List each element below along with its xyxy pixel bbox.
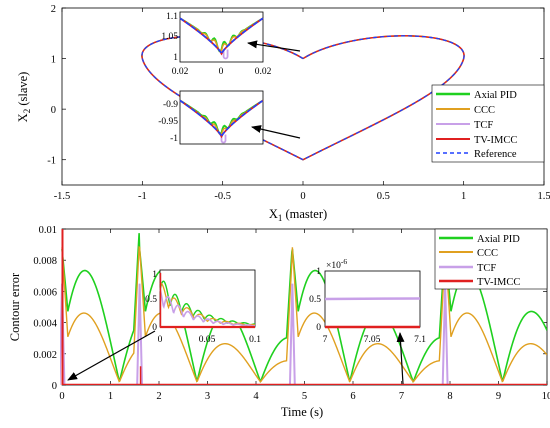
inset-xtick-label: 0 — [158, 335, 163, 345]
x-tick-label: 1 — [461, 191, 466, 202]
x-tick-label: 1 — [108, 391, 113, 402]
x-tick-label: 4 — [253, 391, 259, 402]
inset-xtick-label: 0 — [219, 67, 224, 77]
x-tick-label: 2 — [156, 391, 161, 402]
series-tcf — [288, 283, 296, 385]
inset-frame — [159, 269, 256, 328]
inset-ytick-label: 0.5 — [145, 295, 157, 305]
inset-curves — [179, 99, 264, 144]
series-tcf — [324, 297, 421, 301]
zoom-arrow — [247, 40, 301, 52]
legend-label: TV-IMCC — [477, 277, 520, 288]
inset-ytick-label: 1 — [173, 53, 178, 63]
x-tick-label: -1.5 — [54, 191, 71, 202]
top-panel: -1.5 -1 -0.5 0 0.5 1 1.5 -1 0 1 2 X1 (master) X2 (… — [16, 4, 550, 223]
y-tick-label: 0.004 — [33, 319, 57, 330]
inset-curves — [179, 17, 264, 60]
top-ylabel: X2 (slave) — [16, 72, 32, 123]
inset-ytick-label: 1.1 — [166, 12, 178, 22]
inset-ytick-label: 1 — [152, 270, 157, 280]
series-ccc — [159, 282, 256, 326]
legend-label: Axial PID — [474, 90, 517, 101]
x-tick-label: 10 — [542, 391, 550, 402]
series-reference — [179, 99, 264, 139]
inset-xtick-label: 7 — [323, 335, 328, 345]
x-tick-label: -1 — [138, 191, 147, 202]
inset-ytick-label: 1.05 — [161, 32, 178, 42]
series-tcf — [136, 283, 144, 385]
y-tick-label: 0 — [52, 381, 57, 392]
top-inset-lower: -0.9 -0.95 -1 — [158, 90, 264, 145]
y-tick-label: 0.006 — [33, 287, 57, 298]
top-legend: Axial PID CCC TCF TV-IMCC Reference — [431, 84, 545, 163]
y-tick-label: 0.002 — [33, 350, 57, 361]
zoom-arrow — [251, 125, 301, 139]
y-tick-label: 1 — [51, 55, 56, 66]
series-tcf — [159, 288, 256, 327]
inset-xtick-label: 0.02 — [255, 67, 272, 77]
series-tcf — [441, 283, 449, 385]
bottom-inset-left: 1 0.5 0 0 0.05 0.1 — [145, 269, 261, 345]
zoom-arrow — [67, 330, 156, 381]
inset-curves — [159, 272, 256, 329]
y-tick-label: 0 — [51, 105, 56, 116]
legend-label: Axial PID — [477, 234, 520, 245]
inset-ytick-label: 1 — [316, 267, 321, 277]
series-tcf — [222, 49, 229, 60]
legend-label: Reference — [474, 149, 517, 160]
inset-ytick-label: 0 — [152, 323, 157, 333]
inset-curves — [324, 297, 421, 329]
inset-ytick-label: -0.95 — [158, 117, 178, 127]
x-tick-label: -0.5 — [214, 191, 231, 202]
x-tick-label: 5 — [302, 391, 307, 402]
series-tcf — [220, 134, 227, 144]
top-ticks: -1.5 -1 -0.5 0 0.5 1 1.5 -1 0 1 2 — [47, 4, 550, 202]
inset-scale-label: ×10-6 — [326, 257, 347, 271]
inset-ytick-label: -1 — [170, 134, 178, 144]
bottom-ylabel: Contour error — [8, 272, 22, 341]
inset-xtick-label: 0.02 — [172, 67, 189, 77]
x-tick-label: 0 — [59, 391, 64, 402]
series-reference — [179, 17, 264, 56]
bottom-inset-right: ×10-6 1 0.5 0 7 7.05 7.1 — [309, 257, 426, 345]
y-tick-label: 0.01 — [39, 225, 57, 236]
inset-ytick-label: 0 — [316, 323, 321, 333]
inset-frame — [179, 11, 264, 63]
legend-label: TCF — [477, 263, 496, 274]
x-tick-label: 0 — [300, 191, 305, 202]
top-curves — [141, 35, 465, 161]
x-tick-label: 8 — [447, 391, 452, 402]
series-ccc — [61, 245, 547, 383]
legend-label: TV-IMCC — [474, 135, 517, 146]
inset-ytick-label: 0.5 — [309, 295, 321, 305]
y-tick-label: -1 — [47, 156, 56, 167]
legend-label: CCC — [474, 105, 495, 116]
x-tick-label: 7 — [399, 391, 404, 402]
x-tick-label: 6 — [350, 391, 355, 402]
legend-label: CCC — [477, 248, 498, 259]
y-tick-label: 0.008 — [33, 256, 57, 267]
series-reference — [141, 35, 465, 161]
inset-xtick-label: 0.05 — [199, 335, 216, 345]
x-tick-label: 9 — [496, 391, 501, 402]
inset-ytick-label: -0.9 — [163, 100, 178, 110]
y-tick-label: 2 — [51, 4, 56, 15]
inset-xtick-label: 0.1 — [249, 335, 261, 345]
inset-xtick-label: 7.1 — [414, 335, 426, 345]
x-tick-label: 1.5 — [537, 191, 550, 202]
zoom-arrow — [396, 332, 405, 385]
x-tick-label: 0.5 — [377, 191, 390, 202]
top-xlabel: X1 (master) — [269, 207, 327, 223]
x-tick-label: 3 — [205, 391, 210, 402]
bottom-xlabel: Time (s) — [281, 405, 323, 419]
legend-label: TCF — [474, 120, 493, 131]
top-inset-upper: 1.1 1.05 1 0.02 0 0.02 — [161, 11, 272, 77]
inset-xtick-label: 7.05 — [364, 335, 381, 345]
bottom-legend: Axial PID CCC TCF TV-IMCC — [434, 228, 548, 290]
